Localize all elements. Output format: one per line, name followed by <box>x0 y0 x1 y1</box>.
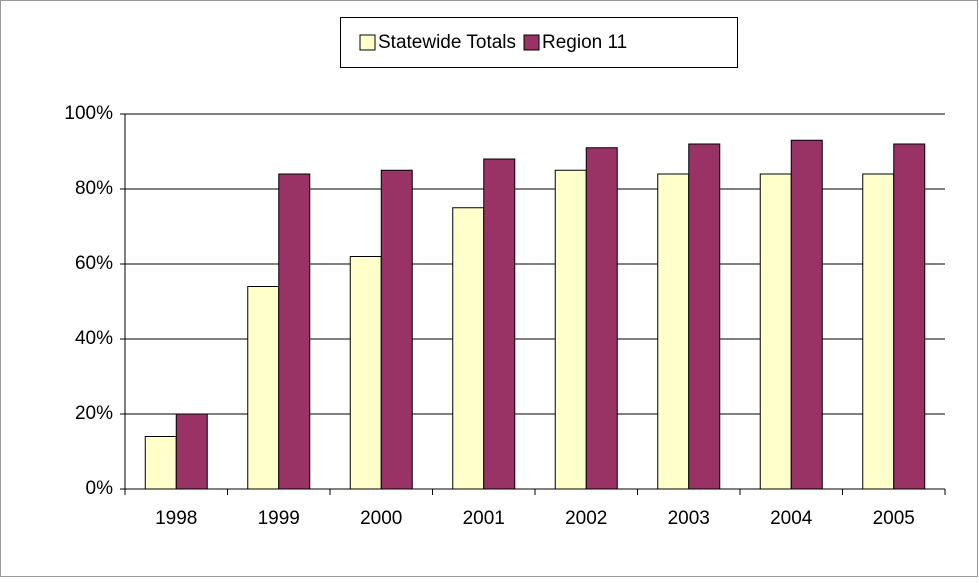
y-tick-label: 20% <box>75 403 113 424</box>
bar <box>790 139 823 490</box>
x-tick-label: 1998 <box>155 508 197 529</box>
bar <box>144 436 177 490</box>
bar <box>688 143 721 490</box>
legend-label: Statewide Totals <box>378 32 516 53</box>
bar <box>380 169 413 490</box>
bar <box>759 173 792 490</box>
bar <box>278 173 311 490</box>
x-tick-label: 2001 <box>463 508 505 529</box>
y-tick-label: 80% <box>75 178 113 199</box>
legend-swatch <box>523 34 540 51</box>
bar <box>483 158 516 490</box>
bar <box>554 169 587 490</box>
bar <box>893 143 926 490</box>
legend-label: Region 11 <box>542 32 627 53</box>
y-tick-label: 60% <box>75 253 113 274</box>
bar <box>657 173 690 490</box>
legend-swatch <box>359 34 376 51</box>
x-tick-label: 1999 <box>258 508 300 529</box>
x-tick-label: 2004 <box>770 508 813 529</box>
x-tick-label: 2002 <box>565 508 607 529</box>
bar <box>862 173 895 490</box>
bar <box>349 256 382 490</box>
x-tick-label: 2003 <box>668 508 710 529</box>
bar <box>452 207 485 490</box>
bar <box>175 413 208 490</box>
bar <box>585 147 618 490</box>
y-tick-label: 40% <box>75 328 113 349</box>
y-tick-label: 100% <box>64 103 113 124</box>
y-tick-label: 0% <box>86 478 114 499</box>
x-tick-label: 2005 <box>873 508 915 529</box>
x-tick-label: 2000 <box>360 508 402 529</box>
bar <box>247 286 280 490</box>
